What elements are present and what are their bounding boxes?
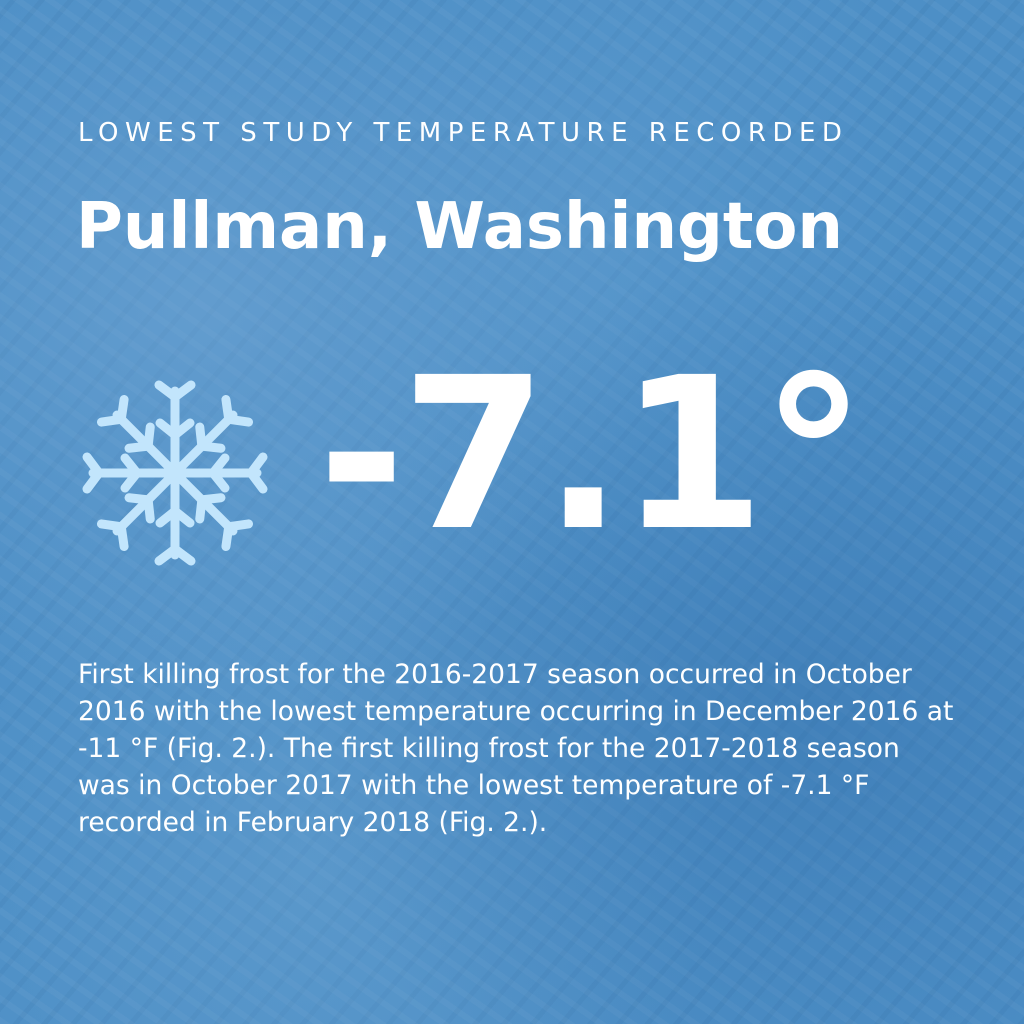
description-text: First killing frost for the 2016-2017 se… [78, 659, 954, 838]
page-title: Pullman, Washington [76, 190, 843, 264]
kicker-heading: LOWEST STUDY TEMPERATURE RECORDED [78, 118, 849, 148]
snowflake-icon [80, 380, 270, 566]
temperature-value: -7.1° [318, 332, 866, 577]
